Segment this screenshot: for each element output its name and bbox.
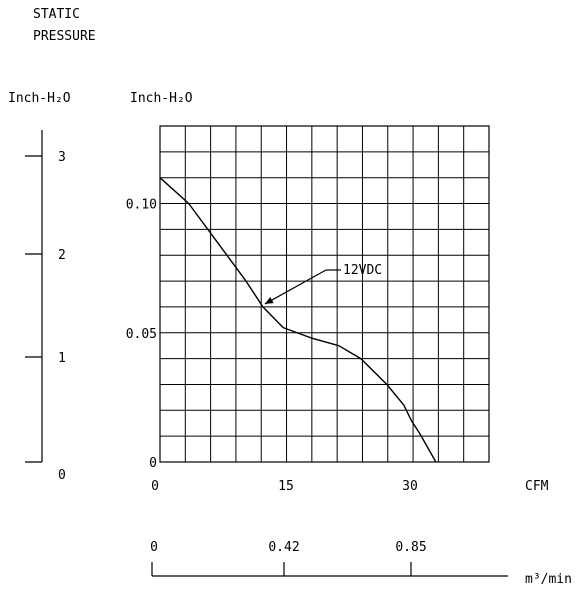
plot-grid bbox=[159, 125, 490, 463]
x2-tick-label: 0 bbox=[150, 540, 158, 555]
x2-tick-label: 0.85 bbox=[395, 540, 426, 555]
annotation-layer: 12VDC bbox=[264, 263, 382, 305]
plot-frame bbox=[159, 125, 490, 463]
y-tick-labels: 0.10 0.05 0 bbox=[126, 198, 157, 471]
left-axis-tick-label: 0 bbox=[58, 468, 66, 483]
x-tick-label: 15 bbox=[278, 479, 294, 494]
title-line-1: STATIC bbox=[33, 7, 80, 22]
y-tick-label: 0.05 bbox=[126, 327, 157, 342]
x-tick-label: 30 bbox=[402, 479, 418, 494]
y-tick-label: 0 bbox=[149, 456, 157, 471]
annotation-leader bbox=[264, 269, 327, 305]
left-axis: 3 2 1 0 bbox=[25, 130, 66, 483]
annotation-arrowhead bbox=[264, 296, 274, 304]
y-axis-label: Inch-H₂O bbox=[130, 91, 193, 106]
left-axis-tick-label: 1 bbox=[58, 351, 66, 366]
y-tick-label: 0.10 bbox=[126, 198, 157, 213]
secondary-x-axis: 0 0.42 0.85 bbox=[150, 540, 508, 577]
x-tick-label: 0 bbox=[151, 479, 159, 494]
x2-tick-label: 0.42 bbox=[268, 540, 299, 555]
x-tick-labels: 0 15 30 bbox=[151, 479, 418, 494]
x-axis-label: CFM bbox=[525, 479, 549, 494]
x2-axis-label: m³/min bbox=[525, 572, 572, 587]
series-layer bbox=[159, 177, 437, 463]
series-line-12vdc bbox=[159, 177, 437, 463]
left-axis-tick-label: 3 bbox=[58, 150, 66, 165]
annotation-label-12vdc: 12VDC bbox=[343, 263, 382, 278]
title-line-2: PRESSURE bbox=[33, 29, 96, 44]
left-axis-tick-label: 2 bbox=[58, 248, 66, 263]
left-axis-label: Inch-H₂O bbox=[8, 91, 71, 106]
